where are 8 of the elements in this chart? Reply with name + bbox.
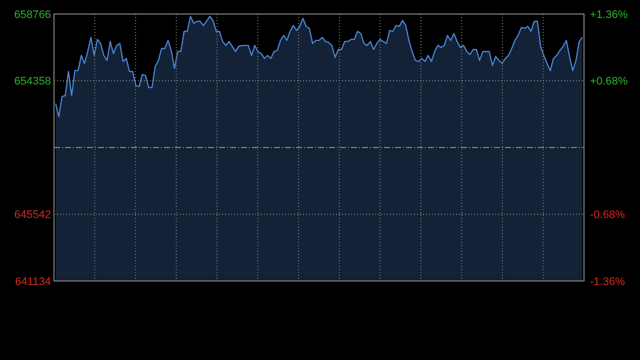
y-tick-label: 641134 (15, 276, 51, 288)
y2-tick-label: -0.68% (590, 209, 626, 222)
y2-tick-label: -1.36% (590, 276, 626, 288)
y2-tick-label: +0.68% (590, 76, 628, 88)
y-tick-label: 645542 (14, 209, 51, 222)
y-tick-label: 654358 (14, 76, 51, 88)
y-tick-label: 658766 (14, 8, 51, 21)
y2-tick-label: +1.36% (590, 8, 628, 21)
